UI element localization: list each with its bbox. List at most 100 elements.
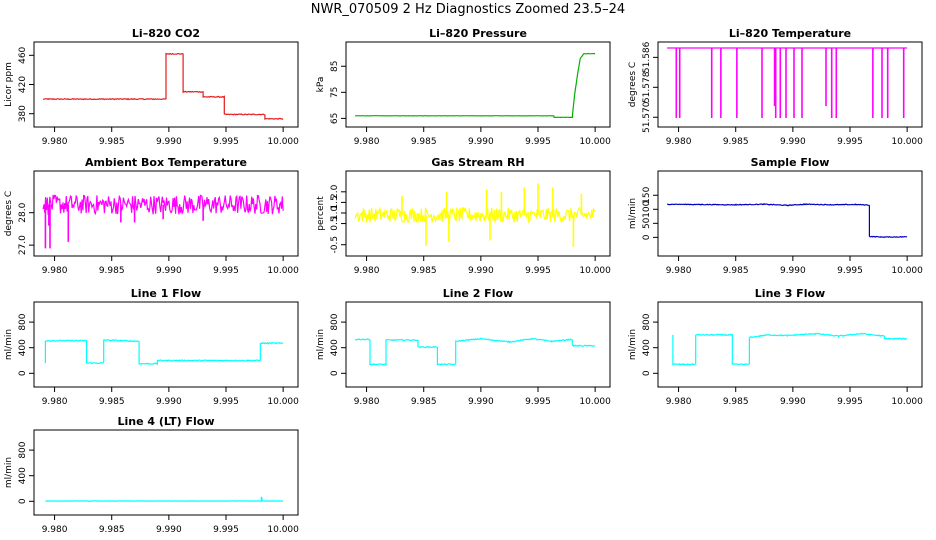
y-axis-label: degrees C bbox=[4, 191, 14, 236]
x-tick-label: 10.000 bbox=[267, 397, 299, 407]
x-tick-label: 9.995 bbox=[213, 137, 239, 147]
panel-9: Line 3 Flow ml/min 9.980 9.985 9.990 9.995 10.… bbox=[628, 287, 923, 407]
y-tick-label: 50 bbox=[642, 217, 652, 229]
x-tick-label: 9.980 bbox=[666, 137, 692, 147]
series-line bbox=[355, 336, 596, 367]
y-tick-label: 100 bbox=[642, 200, 652, 217]
x-tick-label: 9.980 bbox=[42, 266, 68, 276]
x-tick-label: 9.980 bbox=[666, 266, 692, 276]
series-line bbox=[354, 206, 596, 225]
y-tick-label: 85 bbox=[330, 61, 340, 72]
plot-frame bbox=[345, 170, 611, 257]
x-tick-label: 9.985 bbox=[411, 137, 437, 147]
y-tick-label: 0 bbox=[642, 234, 652, 240]
y-tick-label: 0 bbox=[18, 370, 28, 376]
x-tick-label: 10.000 bbox=[891, 266, 923, 276]
x-tick-label: 9.985 bbox=[723, 266, 749, 276]
x-tick-label: 9.985 bbox=[99, 266, 125, 276]
y-axis-label: ml/min bbox=[628, 329, 638, 360]
panel-7: Line 1 Flow ml/min 9.980 9.985 9.990 9.995 10.… bbox=[4, 287, 299, 407]
y-tick-label: 1.0 bbox=[330, 206, 340, 221]
panel-title: Li–820 CO2 bbox=[132, 27, 200, 40]
y-tick-label: 400 bbox=[330, 339, 340, 356]
y-axis-label: kPa bbox=[316, 77, 326, 93]
x-tick-label: 9.985 bbox=[723, 137, 749, 147]
panel-3: Li–820 Temperature degrees C 9.980 9.985 9.9… bbox=[628, 27, 923, 147]
y-tick-label: 51.586 bbox=[642, 41, 652, 73]
panel-1: Li–820 CO2 Licor ppm 9.980 9.985 9.990 9.995 1… bbox=[4, 27, 299, 147]
figure-title: NWR_070509 2 Hz Diagnostics Zoomed 23.5–… bbox=[310, 2, 626, 17]
y-tick-label: 2.0 bbox=[330, 184, 340, 199]
plot-frame bbox=[33, 170, 299, 257]
x-tick-label: 10.000 bbox=[267, 137, 299, 147]
plot-frame bbox=[33, 429, 299, 516]
x-tick-label: 9.995 bbox=[213, 525, 239, 535]
panel-title: Line 3 Flow bbox=[755, 287, 825, 300]
x-tick-label: 9.985 bbox=[723, 397, 749, 407]
x-tick-label: 9.985 bbox=[411, 266, 437, 276]
y-tick-label: 75 bbox=[330, 87, 340, 98]
x-tick-label: 9.995 bbox=[213, 397, 239, 407]
series-line bbox=[42, 52, 284, 120]
series-line bbox=[45, 496, 284, 502]
x-tick-label: 9.990 bbox=[468, 137, 494, 147]
x-tick-label: 9.990 bbox=[780, 397, 806, 407]
y-tick-label: 0 bbox=[642, 370, 652, 376]
panel-2: Li–820 Pressure kPa 9.980 9.985 9.990 9.995 10… bbox=[316, 27, 611, 147]
y-tick-label: 1.5 bbox=[330, 195, 340, 209]
x-tick-label: 9.995 bbox=[525, 397, 551, 407]
y-tick-label: 380 bbox=[18, 105, 28, 122]
panel-title: Ambient Box Temperature bbox=[85, 156, 247, 169]
panel-title: Li–820 Pressure bbox=[429, 27, 527, 40]
x-tick-label: 9.995 bbox=[525, 137, 551, 147]
panel-title: Li–820 Temperature bbox=[729, 27, 851, 40]
plot-frame bbox=[345, 301, 611, 388]
y-axis-label: percent bbox=[316, 196, 326, 231]
x-tick-label: 9.985 bbox=[99, 397, 125, 407]
panel-8: Line 2 Flow ml/min 9.980 9.985 9.990 9.995 10.… bbox=[316, 287, 611, 407]
series-line bbox=[666, 203, 908, 239]
x-tick-label: 9.980 bbox=[354, 137, 380, 147]
y-tick-label: -0.5 bbox=[330, 236, 340, 254]
panel-title: Line 2 Flow bbox=[443, 287, 513, 300]
x-tick-label: 9.980 bbox=[354, 266, 380, 276]
y-tick-label: 420 bbox=[18, 76, 28, 93]
x-tick-label: 10.000 bbox=[267, 525, 299, 535]
x-tick-label: 10.000 bbox=[267, 266, 299, 276]
y-axis-label: ml/min bbox=[628, 198, 638, 229]
x-tick-label: 9.990 bbox=[156, 397, 182, 407]
x-tick-label: 9.980 bbox=[354, 397, 380, 407]
x-tick-label: 9.985 bbox=[99, 137, 125, 147]
series-line bbox=[44, 339, 284, 366]
series-line bbox=[672, 332, 908, 366]
y-tick-label: 51.570 bbox=[642, 101, 652, 133]
y-axis-label: ml/min bbox=[316, 329, 326, 360]
y-tick-label: 800 bbox=[642, 313, 652, 330]
y-tick-label: 0 bbox=[330, 370, 340, 376]
panel-title: Sample Flow bbox=[751, 156, 830, 169]
series-line bbox=[42, 194, 284, 216]
x-tick-label: 10.000 bbox=[891, 137, 923, 147]
y-tick-label: 460 bbox=[18, 46, 28, 63]
panel-title: Line 1 Flow bbox=[131, 287, 201, 300]
y-tick-label: 400 bbox=[18, 339, 28, 356]
x-tick-label: 9.985 bbox=[99, 525, 125, 535]
x-tick-label: 9.995 bbox=[837, 397, 863, 407]
plot-frame bbox=[657, 301, 923, 388]
x-tick-label: 9.990 bbox=[156, 525, 182, 535]
x-tick-label: 9.990 bbox=[468, 397, 494, 407]
plot-frame bbox=[657, 170, 923, 257]
x-tick-label: 10.000 bbox=[579, 266, 611, 276]
x-tick-label: 9.990 bbox=[156, 266, 182, 276]
panel-10: Line 4 (LT) Flow ml/min 9.980 9.985 9.990 9.9… bbox=[4, 415, 299, 535]
panel-title: Gas Stream RH bbox=[431, 156, 524, 169]
x-tick-label: 9.990 bbox=[468, 266, 494, 276]
y-tick-label: 0.5 bbox=[330, 216, 340, 230]
y-axis-label: degrees C bbox=[628, 62, 638, 107]
y-tick-label: 800 bbox=[330, 313, 340, 330]
x-tick-label: 9.995 bbox=[525, 266, 551, 276]
x-tick-label: 9.980 bbox=[42, 525, 68, 535]
y-tick-label: 800 bbox=[18, 441, 28, 458]
series-line bbox=[355, 53, 596, 119]
y-tick-label: 150 bbox=[642, 186, 652, 203]
